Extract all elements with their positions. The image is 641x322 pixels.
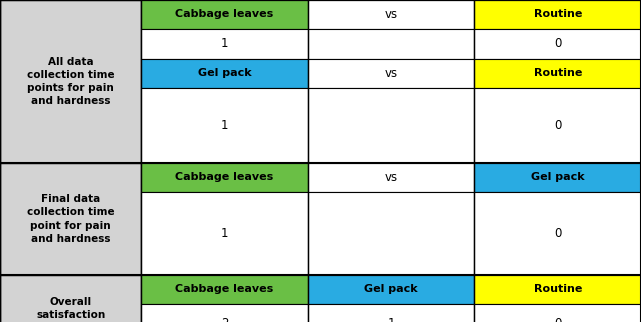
Text: Routine: Routine [533, 9, 582, 19]
Bar [308, 59, 474, 88]
Bar [308, 29, 474, 59]
Bar [141, 163, 308, 192]
Bar [308, 304, 474, 322]
Text: vs: vs [385, 8, 397, 21]
Bar [308, 192, 474, 275]
Text: Gel pack: Gel pack [531, 172, 585, 182]
Text: Final data
collection time
point for pain
and hardness: Final data collection time point for pai… [27, 194, 115, 244]
Text: Cabbage leaves: Cabbage leaves [176, 284, 274, 294]
Bar [141, 0, 308, 29]
Text: 1: 1 [387, 317, 395, 322]
Text: 1: 1 [221, 37, 228, 50]
Text: All data
collection time
points for pain
and hardness: All data collection time points for pain… [27, 57, 115, 106]
Bar [474, 29, 641, 59]
Bar [474, 59, 641, 88]
Text: 2: 2 [221, 317, 228, 322]
Text: vs: vs [385, 171, 397, 184]
Text: Routine: Routine [533, 284, 582, 294]
Text: Gel pack: Gel pack [364, 284, 418, 294]
Text: Overall
satisfaction: Overall satisfaction [36, 297, 105, 320]
Bar [141, 275, 308, 304]
Bar [308, 163, 474, 192]
Bar [474, 275, 641, 304]
Bar [141, 304, 308, 322]
Bar [308, 275, 474, 304]
Bar [308, 88, 474, 163]
Bar [0, 163, 141, 275]
Bar [0, 0, 141, 163]
Text: Routine: Routine [533, 68, 582, 78]
Bar [474, 192, 641, 275]
Bar [474, 304, 641, 322]
Bar [308, 0, 474, 29]
Text: 0: 0 [554, 37, 562, 50]
Text: 0: 0 [554, 317, 562, 322]
Text: 0: 0 [554, 227, 562, 240]
Text: 1: 1 [221, 119, 228, 132]
Bar [141, 59, 308, 88]
Bar [141, 192, 308, 275]
Bar [474, 163, 641, 192]
Text: Cabbage leaves: Cabbage leaves [176, 9, 274, 19]
Bar [474, 0, 641, 29]
Bar [141, 88, 308, 163]
Text: Cabbage leaves: Cabbage leaves [176, 172, 274, 182]
Text: vs: vs [385, 67, 397, 80]
Bar [0, 275, 141, 322]
Bar [474, 88, 641, 163]
Text: 0: 0 [554, 119, 562, 132]
Text: Gel pack: Gel pack [198, 68, 251, 78]
Text: 1: 1 [221, 227, 228, 240]
Bar [141, 29, 308, 59]
